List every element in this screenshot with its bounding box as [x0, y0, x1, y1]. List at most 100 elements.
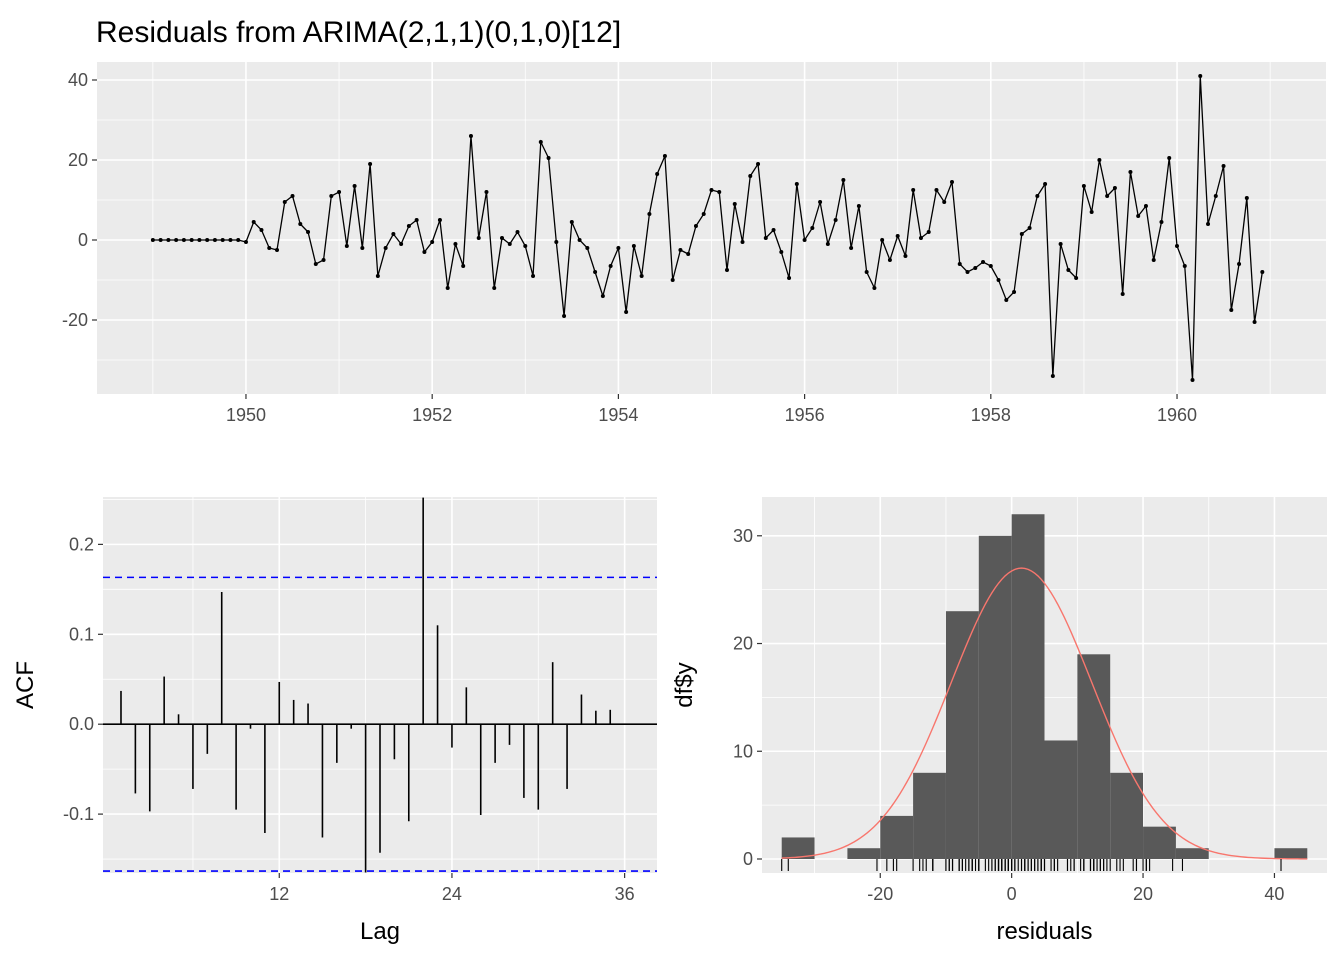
residual-point — [872, 286, 877, 290]
y-tick-label: 0.2 — [69, 534, 94, 554]
residual-point — [1027, 226, 1032, 230]
residual-point — [818, 200, 823, 204]
residual-point — [1081, 184, 1086, 188]
residual-point — [833, 218, 838, 222]
residual-point — [430, 240, 435, 244]
residual-point — [1159, 220, 1164, 224]
residual-point — [1136, 214, 1141, 218]
y-tick-label: 0.0 — [69, 714, 94, 734]
residual-point — [174, 238, 179, 242]
residual-point — [988, 264, 993, 268]
residual-point — [352, 184, 357, 188]
x-tick-label: 12 — [269, 884, 289, 904]
histogram-bar — [1077, 654, 1111, 859]
residual-point — [639, 274, 644, 278]
residual-point — [1213, 194, 1218, 198]
residual-point — [166, 238, 171, 242]
residual-point — [965, 270, 970, 274]
residual-point — [624, 310, 629, 314]
residual-point — [748, 174, 753, 178]
residual-point — [313, 262, 318, 266]
x-tick-label: 1954 — [598, 405, 638, 425]
residual-point — [717, 190, 722, 194]
residual-point — [531, 274, 536, 278]
y-tick-label: 10 — [733, 741, 753, 761]
residual-point — [1120, 292, 1125, 296]
residual-point — [1143, 204, 1148, 208]
residual-point — [344, 244, 349, 248]
residual-point — [934, 188, 939, 192]
residual-point — [926, 230, 931, 234]
residual-point — [375, 274, 380, 278]
residual-point — [476, 236, 481, 240]
residual-point — [655, 172, 660, 176]
residual-point — [1198, 74, 1203, 78]
histogram-bar — [1274, 848, 1308, 859]
residual-point — [1019, 232, 1024, 236]
normal-density-curve — [781, 567, 1308, 860]
residual-point — [693, 224, 698, 228]
residual-point — [1112, 186, 1117, 190]
residual-point — [158, 238, 163, 242]
residual-point — [243, 240, 248, 244]
residual-point — [577, 238, 582, 242]
x-axis-title: residuals — [996, 918, 1092, 945]
residual-point — [515, 230, 520, 234]
x-tick-label: 1950 — [226, 405, 266, 425]
residual-point — [1182, 264, 1187, 268]
residual-point — [267, 246, 272, 250]
residual-point — [538, 140, 543, 144]
residual-point — [616, 246, 621, 250]
x-tick-label: -20 — [867, 884, 893, 904]
x-tick-label: 1958 — [971, 405, 1011, 425]
residual-point — [422, 250, 427, 254]
residual-point — [1128, 170, 1133, 174]
x-tick-label: 40 — [1264, 884, 1284, 904]
x-tick-label: 1960 — [1157, 405, 1197, 425]
residual-point — [1206, 222, 1211, 226]
y-tick-label: 0 — [78, 230, 88, 250]
residual-point — [399, 242, 404, 246]
residual-point — [763, 236, 768, 240]
residual-point — [895, 234, 900, 238]
residual-point — [1050, 374, 1055, 378]
residual-point — [220, 238, 225, 242]
residual-point — [484, 190, 489, 194]
residual-point — [1229, 308, 1234, 312]
residual-point — [445, 286, 450, 290]
residual-point — [562, 314, 567, 318]
residual-point — [1221, 164, 1226, 168]
residual-point — [181, 238, 186, 242]
residual-point — [794, 182, 799, 186]
residual-point — [1237, 262, 1242, 266]
residual-point — [810, 226, 815, 230]
residual-point — [1058, 242, 1063, 246]
residual-point — [1097, 158, 1102, 162]
residual-point — [212, 238, 217, 242]
residual-point — [880, 238, 885, 242]
residual-point — [337, 190, 342, 194]
residual-point — [1089, 210, 1094, 214]
residual-point — [282, 200, 287, 204]
residual-point — [298, 222, 303, 226]
residual-point — [957, 262, 962, 266]
residual-point — [1035, 194, 1040, 198]
residual-point — [391, 232, 396, 236]
residual-point — [290, 194, 295, 198]
residual-point — [236, 238, 241, 242]
residual-point — [251, 220, 256, 224]
residual-point — [228, 238, 233, 242]
x-tick-label: 20 — [1133, 884, 1153, 904]
histogram-bar — [1044, 740, 1078, 859]
residual-point — [1244, 196, 1249, 200]
residual-point — [841, 178, 846, 182]
residual-point — [996, 278, 1001, 282]
y-axis-title: ACF — [12, 661, 39, 709]
residual-point — [1174, 244, 1179, 248]
residual-point — [275, 248, 279, 252]
residual-point — [437, 218, 442, 222]
residual-point — [678, 248, 683, 252]
residual-point — [1066, 268, 1071, 272]
